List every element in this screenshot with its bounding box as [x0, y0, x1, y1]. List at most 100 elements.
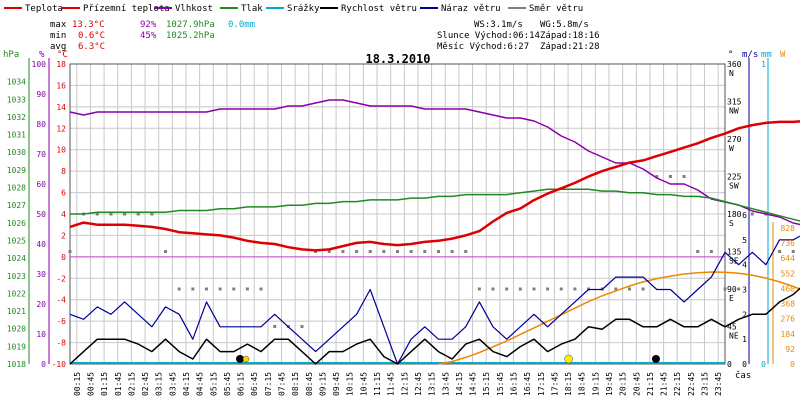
- stat-max-press: 1027.9hPa: [166, 20, 215, 30]
- legend-label-srazky: Srážky: [287, 4, 320, 14]
- wind-direction-mark: [709, 250, 713, 253]
- x-tick-label: 16:45: [523, 372, 532, 396]
- x-tick-label: 22:45: [687, 372, 696, 396]
- humidity-tick-label: 30: [36, 270, 46, 279]
- stat-avg-label: avg: [50, 42, 66, 52]
- x-tick-label: 02:45: [141, 372, 150, 396]
- wind-gust-series: [69, 235, 800, 365]
- x-tick-label: 16:15: [509, 372, 518, 396]
- pressure-tick-label: 1025: [7, 236, 26, 245]
- pressure-tick-label: 1020: [7, 325, 26, 334]
- x-tick-label: 13:15: [428, 372, 437, 396]
- moonrise-marker: [242, 355, 250, 363]
- x-tick-label: 12:45: [414, 372, 423, 396]
- humidity-tick-label: 90: [36, 90, 46, 99]
- wind-direction-mark: [259, 287, 263, 291]
- x-tick-label: 11:15: [373, 372, 382, 396]
- wind-direction-mark: [232, 287, 236, 291]
- legend-label-teplota: Teplota: [25, 4, 63, 14]
- humidity-tick-label: 50: [36, 210, 46, 219]
- x-tick-label: 14:45: [469, 372, 478, 396]
- stat-min-press: 1025.2hPa: [166, 31, 215, 41]
- wind-direction-mark: [177, 287, 181, 291]
- wind-direction-mark: [423, 250, 427, 253]
- x-tick-label: 01:45: [114, 372, 123, 396]
- wind-direction-mark: [382, 250, 386, 253]
- solar-tick-label: 552: [781, 269, 796, 278]
- axis-unit-hpa: hPa: [3, 50, 19, 60]
- x-tick-label: 22:15: [673, 372, 682, 396]
- direction-tick-label: 135: [727, 248, 742, 257]
- direction-tick-label: 225: [727, 173, 742, 182]
- x-tick-label: 04:15: [182, 372, 191, 396]
- humidity-tick-label: 0: [41, 360, 46, 369]
- x-tick-label: 13:45: [441, 372, 450, 396]
- direction-tick-label: 90: [727, 285, 737, 294]
- x-tick-label: 00:15: [73, 372, 82, 396]
- x-tick-label: 11:45: [387, 372, 396, 396]
- humidity-tick-label: 60: [36, 180, 46, 189]
- wind-tick-label: 2: [742, 310, 747, 319]
- wind-direction-mark: [627, 287, 631, 291]
- temperature-tick-label: 8: [61, 167, 66, 176]
- x-tick-label: 18:15: [564, 372, 573, 396]
- solar-radiation-series: [438, 271, 800, 365]
- pressure-tick-label: 1022: [7, 289, 26, 298]
- pressure-tick-label: 1026: [7, 219, 26, 228]
- wind-direction-mark: [682, 175, 686, 178]
- x-tick-label: 04:45: [196, 372, 205, 396]
- humidity-tick-label: 100: [32, 60, 47, 69]
- wind-tick-label: 3: [742, 286, 747, 295]
- x-tick-label: 06:45: [250, 372, 259, 396]
- x-axis-title: čas: [735, 370, 751, 381]
- legend-label-tlak: Tlak: [241, 4, 263, 14]
- x-tick-label: 23:15: [701, 372, 710, 396]
- wind-direction-mark: [95, 212, 99, 216]
- axis-unit-ms: m/s: [742, 50, 758, 60]
- temperature-tick-label: 6: [61, 189, 66, 198]
- pressure-tick-label: 1034: [7, 78, 26, 87]
- legend-label-rychlost: Rychlost větru: [341, 4, 417, 14]
- rain-tick-label: 1: [761, 60, 766, 69]
- sunset-marker: [564, 354, 573, 364]
- legend-label-pocitova: Přízemní teplota: [83, 4, 170, 14]
- x-tick-label: 21:15: [646, 372, 655, 396]
- stat-min-temp: 0.6°C: [78, 31, 105, 41]
- temperature-tick-label: 16: [56, 81, 66, 90]
- x-tick-label: 08:45: [305, 372, 314, 396]
- wind-direction-mark: [450, 250, 454, 253]
- wind-direction-mark: [491, 287, 495, 291]
- wind-direction-mark: [546, 287, 550, 291]
- temperature-tick-label: -8: [56, 339, 66, 348]
- wind-direction-mark: [791, 250, 795, 253]
- pressure-tick-label: 1028: [7, 184, 26, 193]
- stat-max-rain: 0.0mm: [228, 20, 255, 30]
- wind-direction-mark: [477, 287, 481, 291]
- wind-direction-mark: [341, 250, 345, 253]
- wind-direction-mark: [505, 287, 509, 291]
- temperature-tick-label: 14: [56, 103, 66, 112]
- x-tick-label: 03:45: [168, 372, 177, 396]
- wind-direction-mark: [164, 250, 168, 253]
- wind-direction-mark: [68, 250, 72, 253]
- wind-direction-mark: [723, 287, 727, 291]
- wind-tick-label: 5: [742, 236, 747, 245]
- x-tick-label: 06:15: [237, 372, 246, 396]
- pressure-tick-label: 1018: [7, 360, 26, 369]
- pressure-tick-label: 1032: [7, 113, 26, 122]
- legend-label-naraz: Náraz větru: [441, 4, 501, 14]
- sunrise-marker: [236, 355, 245, 363]
- info-ws: WS:3.1m/s: [474, 20, 523, 30]
- axis-unit-wm: W: [780, 50, 786, 60]
- solar-tick-label: 644: [781, 254, 796, 263]
- wind-direction-mark: [327, 250, 331, 253]
- temperature-tick-label: 18: [56, 60, 66, 69]
- wind-direction-mark: [559, 287, 563, 291]
- x-tick-label: 12:15: [400, 372, 409, 396]
- x-tick-label: 07:15: [264, 372, 273, 396]
- x-tick-label: 10:45: [359, 372, 368, 396]
- x-tick-label: 05:15: [209, 372, 218, 396]
- direction-tick-label: 360: [727, 60, 742, 69]
- wind-direction-mark: [245, 287, 249, 291]
